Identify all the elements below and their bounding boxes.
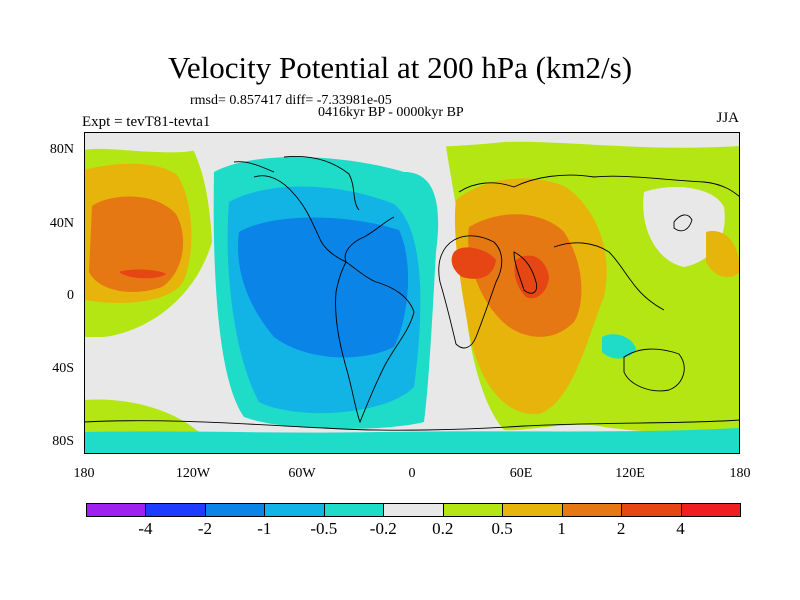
canada-coast	[233, 155, 360, 211]
lat-label-80n: 80N	[49, 142, 74, 157]
colorbar-label: 1	[557, 519, 566, 538]
pacific-strong-region	[89, 196, 184, 292]
colorbar-label: -4	[138, 519, 153, 538]
africa-coast	[438, 235, 503, 349]
indian-ocean-negative	[602, 334, 636, 359]
eurasia-north-coast	[458, 174, 740, 198]
colorbar-label: 0.5	[491, 519, 513, 538]
east-asia-neutral	[643, 187, 725, 267]
colorbar-swatch	[264, 503, 325, 517]
colorbar-label: -1	[257, 519, 272, 538]
colorbar-swatch	[323, 503, 385, 517]
arabia-max-region	[451, 247, 496, 279]
velocity-potential-map	[84, 132, 740, 454]
se-asia-coast	[553, 242, 665, 311]
south-america-coast	[335, 261, 415, 424]
japan-coast	[673, 214, 693, 232]
colorbar-swatch	[145, 503, 206, 517]
australia-coast	[623, 348, 685, 392]
antarctica-coast	[84, 419, 740, 431]
india-coast	[513, 251, 538, 294]
plot-title: Velocity Potential at 200 hPa (km2/s)	[167, 50, 633, 85]
lat-label-eq: 0	[67, 288, 74, 303]
lat-label-80s: 80S	[52, 434, 74, 449]
colorbar-swatch	[204, 503, 266, 517]
lat-label-40s: 40S	[52, 361, 74, 376]
colorbar-label: -0.2	[369, 519, 397, 538]
colorbar-swatch	[502, 503, 563, 517]
lon-label-60w: 60W	[288, 466, 316, 481]
lat-label-40n: 40N	[49, 216, 74, 231]
arctic-neutral	[84, 132, 740, 153]
lon-label-120w: 120W	[175, 466, 211, 481]
colorbar-label: -2	[197, 519, 212, 538]
atlantic-strong-negative	[238, 217, 409, 358]
west-pacific-moderate	[706, 231, 740, 278]
lon-label-120e: 120E	[615, 466, 645, 481]
antarctic-negative-band	[84, 428, 740, 454]
experiment-label: Expt = tevT81-tevta1	[82, 114, 211, 130]
colorbar-label: 0.2	[432, 519, 454, 538]
colorbar-swatch	[442, 503, 504, 517]
colorbar-label: 4	[676, 519, 685, 538]
colorbar-label: 2	[616, 519, 626, 538]
colorbar-label: -0.5	[310, 519, 338, 538]
colorbar-swatch	[561, 503, 623, 517]
lon-label-180e: 180	[729, 466, 751, 481]
pacific-max-region	[119, 269, 166, 279]
colorbar-swatch	[621, 503, 682, 517]
colorbar-swatch	[86, 503, 147, 517]
coastlines	[84, 155, 740, 431]
season-label: JJA	[716, 110, 739, 126]
map-frame	[84, 132, 740, 454]
colorbar-swatch	[383, 503, 444, 517]
lon-label-60e: 60E	[509, 466, 533, 481]
lon-label-180w: 180	[73, 466, 95, 481]
colorbar-swatch	[680, 503, 741, 517]
stats-text: rmsd= 0.857417 diff= -7.33981e-05	[190, 93, 392, 108]
north-america-coast	[253, 175, 395, 263]
period-text: 0416kyr BP - 0000kyr BP	[318, 105, 464, 120]
lon-label-0: 0	[408, 466, 416, 481]
